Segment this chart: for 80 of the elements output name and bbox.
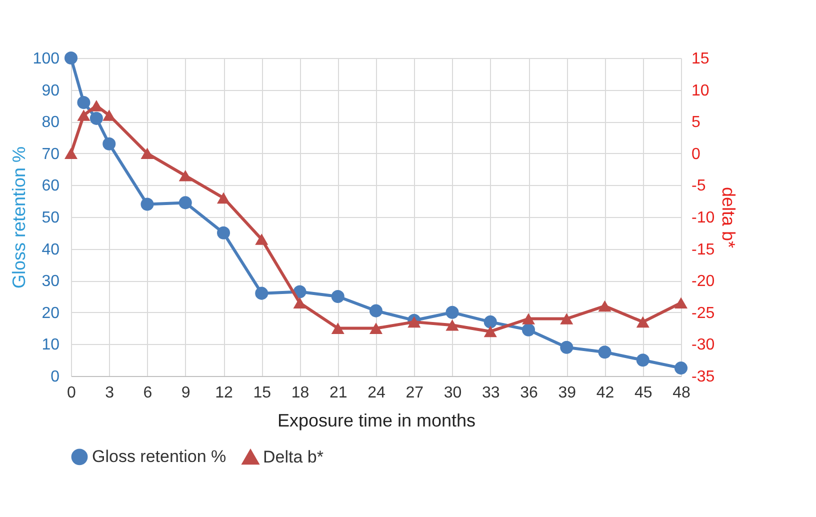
y2-tick-label: -5 [692,178,706,195]
point [77,96,90,110]
x-tick-label: 27 [406,384,424,402]
point [77,110,90,121]
point [140,198,154,211]
point [90,112,103,125]
point [255,234,268,245]
legend-label: Gloss retention % [92,446,226,466]
point [522,323,536,336]
y-tick-label: 0 [50,368,60,386]
x-tick-label: 30 [444,384,462,402]
x-tick-label: 9 [181,384,190,402]
x-tick-label: 48 [672,384,690,402]
y2-axis-title: delta b* [718,186,739,248]
point [560,313,574,324]
y2-tick-label: -10 [692,210,715,226]
point [178,170,192,182]
point [636,354,650,367]
x-tick-label: 18 [291,384,310,402]
point [598,300,612,312]
y-tick-label: 10 [42,336,60,354]
x-tick-label: 36 [520,384,538,402]
point [90,100,103,112]
point [598,346,612,359]
x-tick-label: 15 [253,384,272,402]
point [408,316,421,328]
x-tick-label: 45 [634,384,652,402]
point [216,226,230,240]
point [293,297,306,309]
point [369,322,383,334]
y-tick-label: 50 [42,210,60,226]
y-tick-label: 70 [42,146,60,163]
y-tick-label: 80 [42,114,60,132]
x-tick-label: 12 [215,384,233,402]
point [64,148,78,160]
y-tick-label: 60 [42,178,60,195]
point [674,297,688,309]
point [331,290,344,304]
point [255,286,268,300]
point [102,137,116,150]
x-tick-label: 33 [482,384,500,402]
y2-tick-label: -15 [692,241,715,258]
y-tick-label: 40 [42,241,60,258]
point [446,319,459,331]
y-tick-label: 20 [42,304,60,322]
x-tick-label: 6 [143,384,152,402]
x-tick-label: 21 [329,384,348,402]
y-tick-label: 90 [42,82,60,100]
point [178,196,192,210]
legend-label: Delta b* [263,447,324,466]
y-tick-label: 30 [42,273,60,290]
point [64,51,78,65]
y2-tick-label: -35 [692,368,715,386]
x-tick-label: 0 [67,384,76,402]
x-tick-label: 39 [558,384,576,402]
y2-tick-label: 10 [692,82,710,100]
point [560,340,574,354]
point [484,326,497,338]
x-axis-title: Exposure time in months [277,410,476,430]
y2-tick-label: -30 [692,336,715,354]
y2-tick-label: -20 [692,273,715,290]
point [140,148,154,160]
x-tick-label: 42 [596,384,614,402]
y2-tick-label: 0 [692,146,700,163]
y2-tick-label: 5 [692,114,700,132]
y-axis-title: Gloss retention % [8,146,29,289]
point [331,322,344,334]
point [636,316,650,328]
point [446,306,459,319]
point [102,110,116,121]
x-tick-label: 3 [105,384,114,402]
point [216,192,230,204]
point [522,313,536,324]
point [369,304,383,318]
y-tick-label: 100 [32,50,60,68]
x-tick-label: 24 [368,384,386,402]
y2-tick-label: 15 [692,50,710,68]
point [484,315,497,328]
point [674,362,688,375]
y2-tick-label: -25 [692,304,715,322]
